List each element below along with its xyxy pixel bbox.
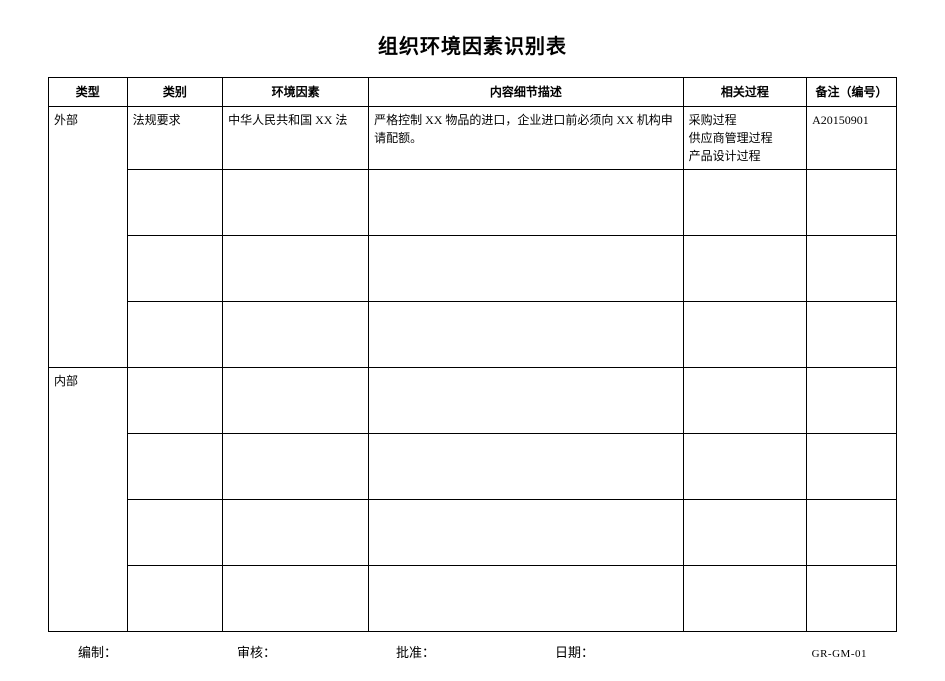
col-header-proc: 相关过程 (683, 78, 807, 107)
cell-proc (683, 368, 807, 434)
reviewed-by-label: 审核： (237, 642, 276, 661)
cell-note: A20150901 (807, 107, 897, 170)
cell-note (807, 566, 897, 632)
signature-footer: 编制： 审核： 批准： 日期： GR-GM-01 (48, 642, 897, 661)
env-factor-table: 类型 类别 环境因素 内容细节描述 相关过程 备注（编号） 外部 法规要求 中华… (48, 77, 897, 632)
cell-desc: 严格控制 XX 物品的进口，企业进口前必须向 XX 机构申请配额。 (369, 107, 683, 170)
cell-note (807, 170, 897, 236)
cell-factor: 中华人民共和国 XX 法 (223, 107, 369, 170)
cell-note (807, 236, 897, 302)
cell-desc (369, 500, 683, 566)
col-header-cat: 类别 (127, 78, 222, 107)
cell-cat (127, 434, 222, 500)
cell-type (49, 236, 128, 302)
cell-proc (683, 302, 807, 368)
cell-type (49, 566, 128, 632)
cell-proc: 采购过程 供应商管理过程 产品设计过程 (683, 107, 807, 170)
cell-cat (127, 368, 222, 434)
cell-factor (223, 566, 369, 632)
cell-factor (223, 434, 369, 500)
cell-type: 外部 (49, 107, 128, 170)
cell-type (49, 170, 128, 236)
col-header-note: 备注（编号） (807, 78, 897, 107)
cell-type: 内部 (49, 368, 128, 434)
cell-factor (223, 236, 369, 302)
table-row (49, 434, 897, 500)
date-label: 日期： (555, 642, 594, 661)
page-title: 组织环境因素识别表 (48, 30, 897, 59)
cell-desc (369, 302, 683, 368)
cell-type (49, 434, 128, 500)
col-header-factor: 环境因素 (223, 78, 369, 107)
prepared-by-label: 编制： (78, 642, 117, 661)
col-header-type: 类型 (49, 78, 128, 107)
cell-note (807, 302, 897, 368)
cell-factor (223, 302, 369, 368)
cell-proc (683, 434, 807, 500)
cell-desc (369, 170, 683, 236)
table-row: 外部 法规要求 中华人民共和国 XX 法 严格控制 XX 物品的进口，企业进口前… (49, 107, 897, 170)
form-code: GR-GM-01 (812, 648, 867, 660)
table-row (49, 236, 897, 302)
cell-note (807, 500, 897, 566)
cell-desc (369, 368, 683, 434)
col-header-desc: 内容细节描述 (369, 78, 683, 107)
cell-proc (683, 170, 807, 236)
table-row (49, 566, 897, 632)
cell-cat (127, 566, 222, 632)
cell-note (807, 434, 897, 500)
cell-proc (683, 500, 807, 566)
cell-factor (223, 170, 369, 236)
cell-type (49, 302, 128, 368)
cell-desc (369, 434, 683, 500)
table-row (49, 170, 897, 236)
cell-cat (127, 236, 222, 302)
table-row: 内部 (49, 368, 897, 434)
cell-desc (369, 566, 683, 632)
cell-cat (127, 302, 222, 368)
approved-by-label: 批准： (396, 642, 435, 661)
table-row (49, 302, 897, 368)
cell-proc (683, 566, 807, 632)
table-body: 外部 法规要求 中华人民共和国 XX 法 严格控制 XX 物品的进口，企业进口前… (49, 107, 897, 632)
cell-note (807, 368, 897, 434)
cell-factor (223, 368, 369, 434)
cell-type (49, 500, 128, 566)
table-row (49, 500, 897, 566)
document-page: 组织环境因素识别表 类型 类别 环境因素 内容细节描述 相关过程 备注（编号） … (0, 0, 945, 681)
cell-proc (683, 236, 807, 302)
cell-desc (369, 236, 683, 302)
table-header-row: 类型 类别 环境因素 内容细节描述 相关过程 备注（编号） (49, 78, 897, 107)
cell-cat: 法规要求 (127, 107, 222, 170)
cell-cat (127, 170, 222, 236)
cell-factor (223, 500, 369, 566)
cell-cat (127, 500, 222, 566)
